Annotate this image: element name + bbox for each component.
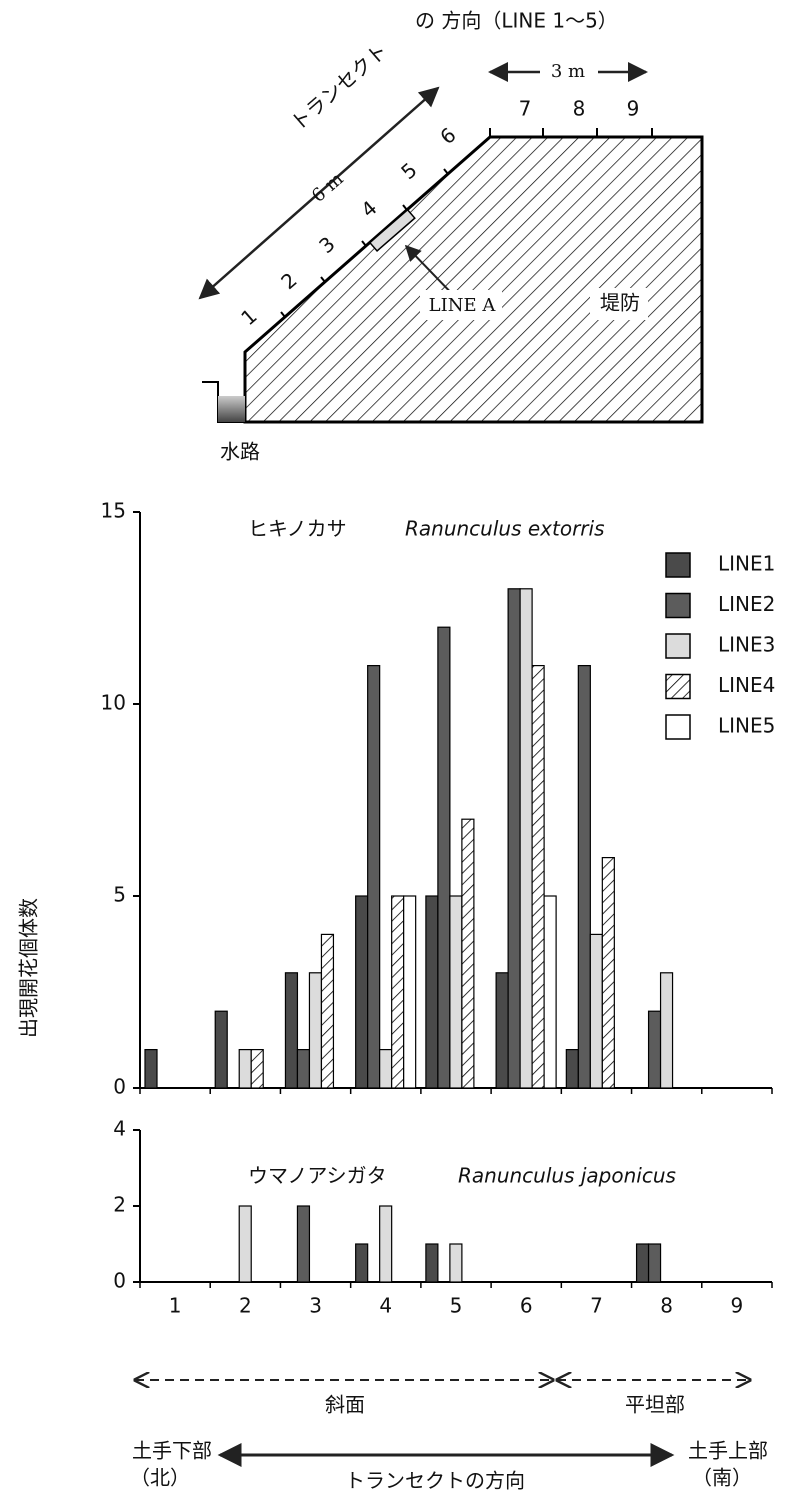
- flat-label: 平坦部: [625, 1393, 685, 1417]
- y-axis-label: 出現開花個体数: [17, 898, 41, 1038]
- chart-title: ウマノアシガタ: [248, 1164, 387, 1188]
- chart-subtitle: Ranunculus japonicus: [458, 1164, 676, 1188]
- footer: 斜面 平坦部 土手下部 （北） 土手上部 （南） トランセクトの方向: [130, 1380, 768, 1493]
- label-bg: [590, 288, 648, 320]
- chart-title: ヒキノカサ: [248, 517, 347, 541]
- legend-label: LINE1: [718, 552, 775, 576]
- bar: [379, 1048, 393, 1089]
- position-label: 2: [276, 268, 301, 294]
- diagram: 3 m 6 m トランセクト の 方向（LINE 1～5） 1 2 3 4 5 …: [198, 9, 704, 464]
- y-tick-label: 5: [113, 883, 126, 907]
- x-tick-label: 3: [309, 1294, 322, 1318]
- x-tick-label: 4: [379, 1294, 392, 1318]
- upper-bank-label: 土手上部: [688, 1439, 768, 1463]
- y-tick-label: 4: [113, 1117, 126, 1141]
- bar: [320, 933, 335, 1089]
- position-label: 4: [356, 196, 381, 222]
- south-label: （南）: [692, 1466, 752, 1490]
- bar: [647, 1243, 662, 1283]
- y-tick-label: 0: [113, 1075, 126, 1099]
- width-label: 3 m: [551, 61, 585, 82]
- bar: [437, 626, 451, 1089]
- bar: [601, 856, 615, 1089]
- bar: [589, 933, 603, 1089]
- x-tick-label: 9: [731, 1294, 744, 1318]
- x-tick-label: 1: [169, 1294, 182, 1318]
- legend-swatch: [665, 714, 691, 740]
- position-label: 6: [435, 123, 460, 149]
- position-label: 1: [236, 304, 261, 330]
- legend-swatch: [665, 592, 691, 619]
- position-label: 9: [627, 97, 640, 121]
- bar: [284, 972, 299, 1089]
- bar: [449, 1243, 463, 1283]
- bar: [449, 895, 463, 1089]
- bar: [577, 664, 591, 1089]
- legend-swatch: [665, 673, 691, 700]
- line-a-label: LINE A: [429, 295, 497, 316]
- bar: [635, 1243, 650, 1283]
- bar: [543, 895, 557, 1089]
- bar: [461, 818, 475, 1089]
- bar: [659, 972, 674, 1089]
- bar: [367, 664, 381, 1089]
- direction-label: トランセクトの方向: [345, 1469, 525, 1493]
- embankment-shape: [243, 135, 704, 424]
- position-label: 7: [519, 97, 532, 121]
- north-label: （北）: [130, 1466, 190, 1490]
- label-bg: [420, 290, 502, 320]
- bar: [531, 664, 545, 1089]
- x-tick-label: 7: [590, 1294, 603, 1318]
- y-tick-label: 0: [113, 1269, 126, 1293]
- bar: [379, 1205, 393, 1283]
- bar: [214, 1010, 228, 1089]
- bar: [144, 1048, 158, 1089]
- bar: [238, 1048, 252, 1089]
- bar: [495, 972, 509, 1089]
- legend-label: LINE5: [718, 714, 775, 738]
- transect-label-rest: の 方向（LINE 1～5）: [415, 9, 618, 33]
- position-label: 8: [573, 97, 586, 121]
- legend-swatch: [665, 552, 691, 578]
- y-tick-label: 2: [113, 1193, 126, 1217]
- chart-subtitle: Ranunculus extorris: [405, 517, 605, 541]
- embankment-label: 堤防: [600, 291, 640, 315]
- bar: [296, 1205, 311, 1283]
- y-tick-label: 15: [101, 499, 126, 523]
- channel-label: 水路: [220, 440, 260, 464]
- x-tick-label: 5: [450, 1294, 463, 1318]
- bar: [425, 1243, 439, 1283]
- water: [218, 396, 245, 422]
- legend-label: LINE3: [718, 633, 775, 657]
- y-tick-label: 10: [101, 691, 126, 715]
- x-tick-label: 8: [660, 1294, 673, 1318]
- position-label: 5: [396, 158, 421, 184]
- bar: [425, 895, 439, 1089]
- x-tick-label: 6: [520, 1294, 533, 1318]
- bar: [391, 895, 405, 1089]
- slope-arrow: [198, 86, 440, 300]
- bar: [519, 588, 533, 1089]
- bar: [296, 1048, 311, 1089]
- bar: [403, 895, 417, 1089]
- bar: [507, 588, 521, 1089]
- legend-swatch: [665, 633, 691, 659]
- legend-label: LINE4: [718, 673, 775, 697]
- x-tick-label: 2: [239, 1294, 252, 1318]
- bar: [250, 1048, 264, 1089]
- slope-label: 斜面: [325, 1393, 365, 1417]
- bar: [355, 895, 369, 1089]
- legend-label: LINE2: [718, 592, 775, 616]
- lower-bank-label: 土手下部: [132, 1439, 212, 1463]
- bar: [355, 1243, 369, 1283]
- transect-label: トランセクト: [286, 38, 392, 135]
- bar: [565, 1048, 579, 1089]
- bar: [238, 1205, 252, 1283]
- bar: [647, 1010, 662, 1089]
- bar: [308, 972, 323, 1089]
- position-label: 3: [314, 232, 339, 258]
